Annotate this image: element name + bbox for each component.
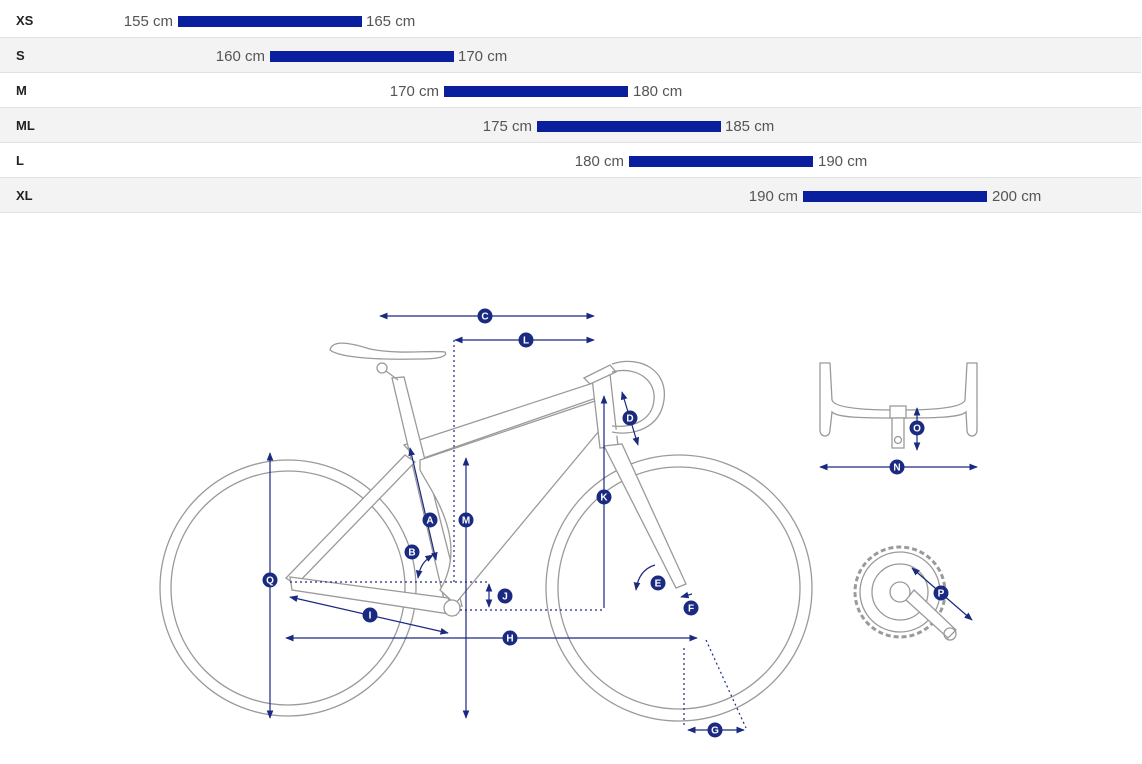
label-o: O	[909, 420, 925, 436]
frame	[285, 373, 687, 617]
label-p: P	[933, 585, 949, 601]
svg-text:C: C	[481, 312, 488, 323]
size-row-ml: ML 175 cm 185 cm	[0, 108, 1141, 143]
dimension-labels: C L D K A M B Q E J F I H G O N P	[262, 308, 949, 738]
handlebar-front-view	[819, 362, 978, 449]
svg-text:N: N	[893, 463, 900, 474]
label-m: M	[458, 512, 474, 528]
label-d: D	[622, 410, 638, 426]
height-max: 180 cm	[633, 83, 683, 100]
label-e: E	[650, 575, 666, 591]
label-i: I	[362, 607, 378, 623]
label-j: J	[497, 588, 513, 604]
height-min: 175 cm	[482, 118, 532, 135]
height-range-bar	[629, 156, 813, 167]
svg-text:Q: Q	[266, 576, 274, 587]
dimension-lines	[266, 312, 978, 734]
label-k: K	[596, 489, 612, 505]
label-f: F	[683, 600, 699, 616]
height-max: 200 cm	[992, 188, 1042, 205]
height-range-bar	[803, 191, 987, 202]
label-g: G	[707, 722, 723, 738]
svg-text:L: L	[523, 336, 529, 347]
size-row-l: L 180 cm 190 cm	[0, 143, 1141, 178]
size-label: XS	[16, 13, 34, 28]
height-range-bar	[444, 86, 628, 97]
height-range-bar	[270, 51, 454, 62]
height-min: 170 cm	[389, 83, 439, 100]
size-label: XL	[16, 188, 33, 203]
svg-text:I: I	[369, 611, 372, 622]
svg-text:J: J	[502, 592, 508, 603]
svg-text:M: M	[462, 516, 470, 527]
label-a: A	[422, 512, 438, 528]
label-q: Q	[262, 572, 278, 588]
size-label: M	[16, 83, 27, 98]
front-wheel	[545, 454, 813, 722]
svg-text:B: B	[408, 548, 415, 559]
svg-text:D: D	[626, 414, 633, 425]
height-max: 190 cm	[818, 153, 868, 170]
label-c: C	[477, 308, 493, 324]
svg-text:O: O	[913, 424, 921, 435]
svg-text:H: H	[506, 634, 513, 645]
height-max: 185 cm	[725, 118, 775, 135]
label-h: H	[502, 630, 518, 646]
label-l: L	[518, 332, 534, 348]
height-min: 160 cm	[215, 48, 265, 65]
size-label: L	[16, 153, 24, 168]
height-range-bar	[178, 16, 362, 27]
size-label: S	[16, 48, 25, 63]
svg-text:F: F	[688, 604, 694, 615]
height-range-bar	[537, 121, 721, 132]
height-min: 155 cm	[123, 13, 173, 30]
size-row-m: M 170 cm 180 cm	[0, 73, 1141, 108]
bike-drawing	[159, 342, 813, 722]
svg-text:E: E	[655, 579, 662, 590]
height-max: 170 cm	[458, 48, 508, 65]
size-label: ML	[16, 118, 35, 133]
size-chart: XS 155 cm 165 cm S 160 cm 170 cm M 170 c…	[0, 3, 1141, 213]
seat	[329, 342, 447, 381]
label-b: B	[404, 544, 420, 560]
height-max: 165 cm	[366, 13, 416, 30]
svg-text:A: A	[426, 516, 433, 527]
svg-text:K: K	[600, 493, 608, 504]
label-n: N	[889, 459, 905, 475]
rear-wheel	[159, 459, 417, 717]
size-row-xs: XS 155 cm 165 cm	[0, 3, 1141, 38]
svg-text:G: G	[711, 726, 719, 737]
size-row-xl: XL 190 cm 200 cm	[0, 178, 1141, 213]
height-min: 190 cm	[748, 188, 798, 205]
svg-text:P: P	[938, 589, 945, 600]
size-row-s: S 160 cm 170 cm	[0, 38, 1141, 73]
height-min: 180 cm	[574, 153, 624, 170]
